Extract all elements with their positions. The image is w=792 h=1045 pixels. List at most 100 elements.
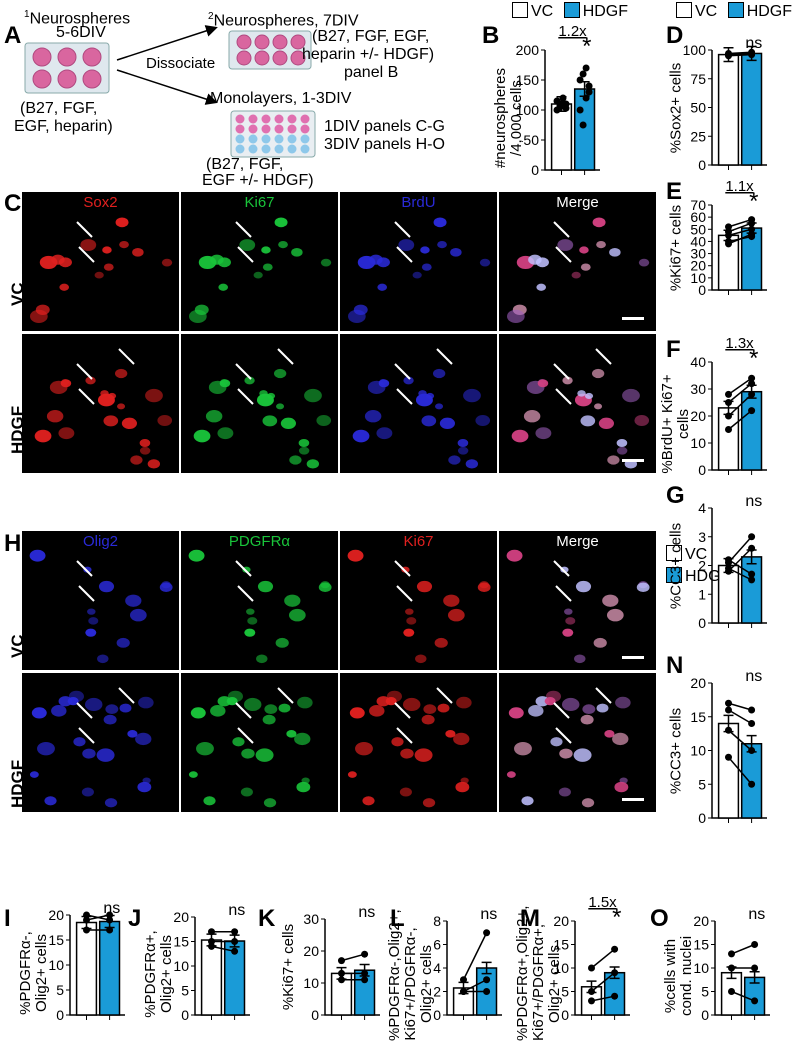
scale-bar [622, 798, 644, 801]
cell-nucleus [205, 410, 223, 423]
cell-nucleus [88, 617, 99, 625]
cell-nucleus [103, 263, 114, 271]
cell-nucleus [130, 608, 147, 622]
cell-nucleus [432, 368, 446, 379]
cell-nucleus [60, 379, 72, 388]
cell-nucleus [147, 459, 161, 469]
pair-line [728, 559, 752, 575]
arrow-icon [553, 702, 570, 719]
arrow-icon [235, 702, 252, 719]
chart-g: 0 1 2 3 4 ns [698, 493, 767, 631]
cell-nucleus [226, 697, 238, 706]
micrograph-vc-sox2: Sox2 [22, 192, 179, 331]
data-point [338, 976, 345, 984]
cell-nucleus [376, 427, 393, 440]
cell-nucleus [261, 246, 271, 254]
cell-nucleus [84, 697, 103, 712]
y-tick-label: 50 [690, 221, 706, 237]
data-point [725, 412, 732, 420]
cell-nucleus [521, 796, 534, 806]
cell-nucleus [73, 737, 86, 747]
cell-nucleus [580, 714, 594, 725]
data-point [751, 997, 759, 1005]
y-axis-label: %Ki67+ cells [667, 204, 684, 291]
pair-line [728, 729, 753, 752]
data-point [579, 121, 587, 129]
cell-nucleus [418, 390, 427, 397]
cell-nucleus [422, 798, 436, 808]
arrow-icon [76, 702, 93, 719]
data-point [748, 219, 756, 227]
fold-change-label: 1.5x [588, 894, 617, 911]
significance-label: * [749, 188, 758, 215]
y-tick-label: 70 [690, 197, 706, 213]
cell-nucleus [264, 704, 278, 714]
well [274, 124, 284, 134]
cell-nucleus [508, 707, 524, 719]
micrograph-image [348, 217, 491, 324]
primary-days: 5-6DIV [56, 24, 106, 41]
cell-nucleus [416, 580, 433, 593]
y-tick-label: 5 [561, 984, 569, 1000]
cell-nucleus [453, 732, 470, 746]
cell-nucleus [385, 697, 397, 706]
cell-nucleus [266, 392, 276, 400]
y-tick-label: 60 [690, 209, 706, 225]
arrow-icon [396, 246, 413, 263]
y-tick-label: 20 [690, 258, 706, 274]
cell-nucleus [622, 388, 640, 403]
cell-nucleus [125, 594, 142, 607]
cell-nucleus [437, 703, 450, 713]
cell-nucleus [609, 248, 621, 257]
legend-top: VC HDGF [512, 2, 628, 21]
cell-nucleus [102, 246, 112, 254]
well [261, 144, 271, 154]
data-point [579, 70, 587, 78]
data-point [208, 928, 215, 936]
legend-hdgf-swatch [727, 2, 744, 18]
data-point [748, 49, 756, 57]
y-tick-label: 20 [48, 907, 64, 923]
data-point [559, 99, 567, 107]
cell-nucleus [475, 415, 491, 426]
pair-line [728, 567, 752, 581]
bar-hdgf [740, 52, 763, 166]
cell-nucleus [135, 732, 152, 746]
arrow-icon [436, 348, 453, 365]
pair-line [728, 222, 752, 233]
data-point [585, 88, 593, 96]
micrograph-image [189, 217, 332, 324]
micrograph-vc-merge: Merge [499, 192, 656, 331]
cell-nucleus [435, 403, 444, 410]
data-point [751, 941, 759, 948]
arrow-icon [237, 246, 254, 263]
pair-line [728, 410, 753, 431]
well [248, 114, 258, 124]
well [287, 144, 297, 154]
data-point [725, 51, 732, 59]
pair-line [463, 979, 487, 993]
well [261, 114, 271, 124]
cell-nucleus [607, 608, 624, 622]
cell-nucleus [564, 608, 573, 615]
y-tick-label: 5 [56, 982, 64, 998]
arrow-icon [235, 363, 252, 380]
cell-nucleus [550, 737, 563, 747]
micrograph-image [30, 217, 173, 324]
panel-label-a: A [4, 22, 22, 49]
cell-nucleus [582, 704, 596, 714]
significance-label: * [612, 904, 621, 931]
cell-nucleus [364, 410, 382, 423]
cell-nucleus [190, 707, 206, 719]
cell-nucleus [298, 439, 310, 448]
y-tick-label: 15 [173, 934, 189, 950]
cell-nucleus [457, 446, 469, 455]
cell-nucleus [399, 787, 412, 797]
cell-nucleus [121, 417, 137, 430]
cell-nucleus [96, 748, 115, 762]
cell-nucleus [581, 798, 595, 808]
data-point [725, 399, 732, 406]
well [235, 124, 245, 134]
cell-nucleus [139, 446, 151, 455]
